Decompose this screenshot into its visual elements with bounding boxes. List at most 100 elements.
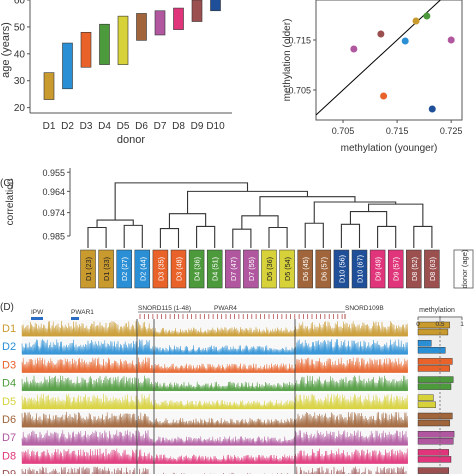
gene-label-pwar1: PWAR1 bbox=[71, 309, 94, 316]
panel-c-label: (C) bbox=[0, 178, 14, 189]
track-background bbox=[22, 465, 408, 474]
track-d1 bbox=[21, 320, 409, 337]
panel-b-frame bbox=[315, 0, 463, 121]
panel-c-dendrogram-link bbox=[96, 219, 134, 228]
track-d6 bbox=[21, 411, 409, 428]
panel-c-leaf-label: D1 (23) bbox=[84, 257, 93, 281]
methylation-bar bbox=[417, 347, 446, 354]
methylation-bar bbox=[417, 358, 453, 365]
panel-c-dendrogram-link bbox=[268, 226, 288, 248]
panel-b-identity-line bbox=[315, 0, 441, 116]
panel-a-bar bbox=[62, 42, 73, 90]
panel-a-bar bbox=[80, 31, 92, 68]
track-label: D6 bbox=[2, 414, 16, 426]
panel-a-x-tick-label: D1 bbox=[43, 121, 56, 132]
panel-c-leaf-box bbox=[333, 249, 350, 289]
panel-c-dendrogram-link bbox=[123, 224, 143, 248]
panel-c-dendrogram-link bbox=[413, 225, 433, 248]
panel-a-y-tick-label: 40 bbox=[14, 49, 26, 60]
panel-b-y-tick-label: 0.715 bbox=[288, 36, 311, 46]
panel-a-age-chart: 20 30 40 50 60 D1 D2 D3 D4 D5 D6 D7 D8 D9 D10 age (ye… bbox=[0, 0, 232, 146]
gene-ipw-box bbox=[31, 317, 43, 320]
methylation-bar bbox=[417, 321, 450, 329]
panel-b-x-tick-label: 0.715 bbox=[386, 126, 409, 136]
panel-c-leaf-label: D1 (33) bbox=[102, 257, 111, 281]
panel-a-x-label: donor bbox=[117, 134, 145, 146]
panel-c-leaf-label: D8 (52) bbox=[410, 257, 419, 281]
panel-c-leaf-box bbox=[80, 249, 96, 289]
methylation-bar bbox=[417, 401, 436, 408]
panel-b-x-label: methylation (younger) bbox=[341, 143, 438, 154]
methylation-axis-tick-label: 0.5 bbox=[435, 321, 444, 328]
methylation-signal bbox=[21, 412, 409, 428]
panel-c-leaf-box bbox=[243, 249, 259, 289]
panel-c-dendrogram-link bbox=[114, 182, 249, 221]
panel-a-x-tick-label: D2 bbox=[61, 121, 74, 132]
panel-c-leaf-label: D5 (36) bbox=[265, 257, 274, 281]
panel-a-x-tick-label: D4 bbox=[98, 121, 111, 132]
panel-a-bar bbox=[173, 7, 184, 30]
track-label: D7 bbox=[2, 432, 16, 444]
panel-c-y-tick-label: 0.974 bbox=[42, 208, 65, 218]
panel-c-leaf-box bbox=[351, 249, 368, 289]
track-label: D8 bbox=[2, 450, 16, 462]
methylation-bar bbox=[417, 340, 432, 347]
panel-a-bar bbox=[117, 15, 129, 65]
panel-a-y-tick-label: 30 bbox=[14, 76, 26, 87]
methylation-signal bbox=[21, 393, 409, 410]
panel-c-dendrogram-link bbox=[196, 225, 216, 248]
track-d7 bbox=[21, 429, 409, 446]
methylation-bar bbox=[417, 328, 449, 336]
panel-c-leaf-box bbox=[315, 249, 332, 289]
track-d9 bbox=[21, 465, 408, 474]
panel-c-leaf-box bbox=[424, 249, 440, 289]
methylation-bar bbox=[417, 438, 454, 445]
panel-c-leaf-label: D7 (55) bbox=[247, 257, 256, 281]
panel-c-y-label: correlation bbox=[5, 179, 16, 226]
panel-d-genome-tracks: (D) IPW PWAR1 SNORD115 (1-48) PWAR4 SNOR… bbox=[0, 302, 464, 474]
panel-b-point bbox=[423, 12, 431, 20]
panel-c-leaf-box bbox=[152, 249, 169, 289]
methylation-signal bbox=[21, 339, 409, 355]
panel-b-methylation-scatter: 0.705 0.715 0.725 0.715 0.705 methylation (o… bbox=[282, 0, 463, 154]
methylation-signal bbox=[21, 466, 407, 474]
panel-b-point bbox=[401, 37, 409, 45]
methylation-signal bbox=[21, 375, 409, 391]
panel-c-dendrogram-link bbox=[159, 228, 180, 248]
panel-c-dendrogram-link bbox=[340, 223, 361, 248]
panel-a-x-tick-label: D10 bbox=[206, 121, 225, 132]
panel-c-dendrogram-link bbox=[168, 213, 207, 229]
panel-c-dendrogram-link bbox=[241, 215, 279, 230]
methylation-bar bbox=[417, 394, 434, 401]
track-label: D3 bbox=[2, 359, 16, 371]
panel-c-leaf-label: D2 (44) bbox=[138, 257, 147, 281]
methylation-bar bbox=[417, 412, 453, 420]
panel-a-x-tick-label: D7 bbox=[154, 121, 167, 132]
track-label: D9 bbox=[2, 469, 16, 474]
panel-a-x-tick-label: D5 bbox=[117, 121, 130, 132]
panel-b-y-tick-label: 0.705 bbox=[288, 86, 311, 96]
methylation-bar-title: methylation bbox=[419, 307, 455, 314]
panel-c-legend-box bbox=[453, 249, 474, 289]
panel-b-x-tick-label: 0.725 bbox=[440, 126, 463, 136]
panel-b-point bbox=[447, 36, 455, 44]
panel-c-leaf-box bbox=[297, 249, 313, 289]
methylation-bar bbox=[417, 456, 452, 463]
panel-c-dendrogram-link bbox=[313, 201, 397, 224]
track-d8 bbox=[21, 447, 409, 464]
panel-c-dendrogram-link bbox=[87, 226, 107, 248]
panel-b-y-label: methylation (older) bbox=[282, 19, 293, 102]
panel-b-point bbox=[412, 17, 420, 25]
panel-a-bar bbox=[191, 0, 203, 22]
panel-c-dendrogram-link bbox=[259, 196, 356, 216]
methylation-signal bbox=[21, 357, 409, 373]
panel-c-leaf-label: D3 (35) bbox=[156, 257, 165, 281]
panel-c-dendrogram-link bbox=[232, 228, 252, 248]
panel-a-x-tick-label: D8 bbox=[172, 121, 185, 132]
panel-c-leaf-box bbox=[116, 249, 132, 289]
panel-c-y-tick-label: 0.964 bbox=[42, 187, 65, 197]
panel-a-y-label: age (years) bbox=[0, 22, 12, 78]
methylation-axis-tick-label: 1 bbox=[460, 321, 464, 328]
methylation-axis-tick-label: 0 bbox=[416, 321, 420, 328]
track-label: D5 bbox=[2, 396, 16, 408]
